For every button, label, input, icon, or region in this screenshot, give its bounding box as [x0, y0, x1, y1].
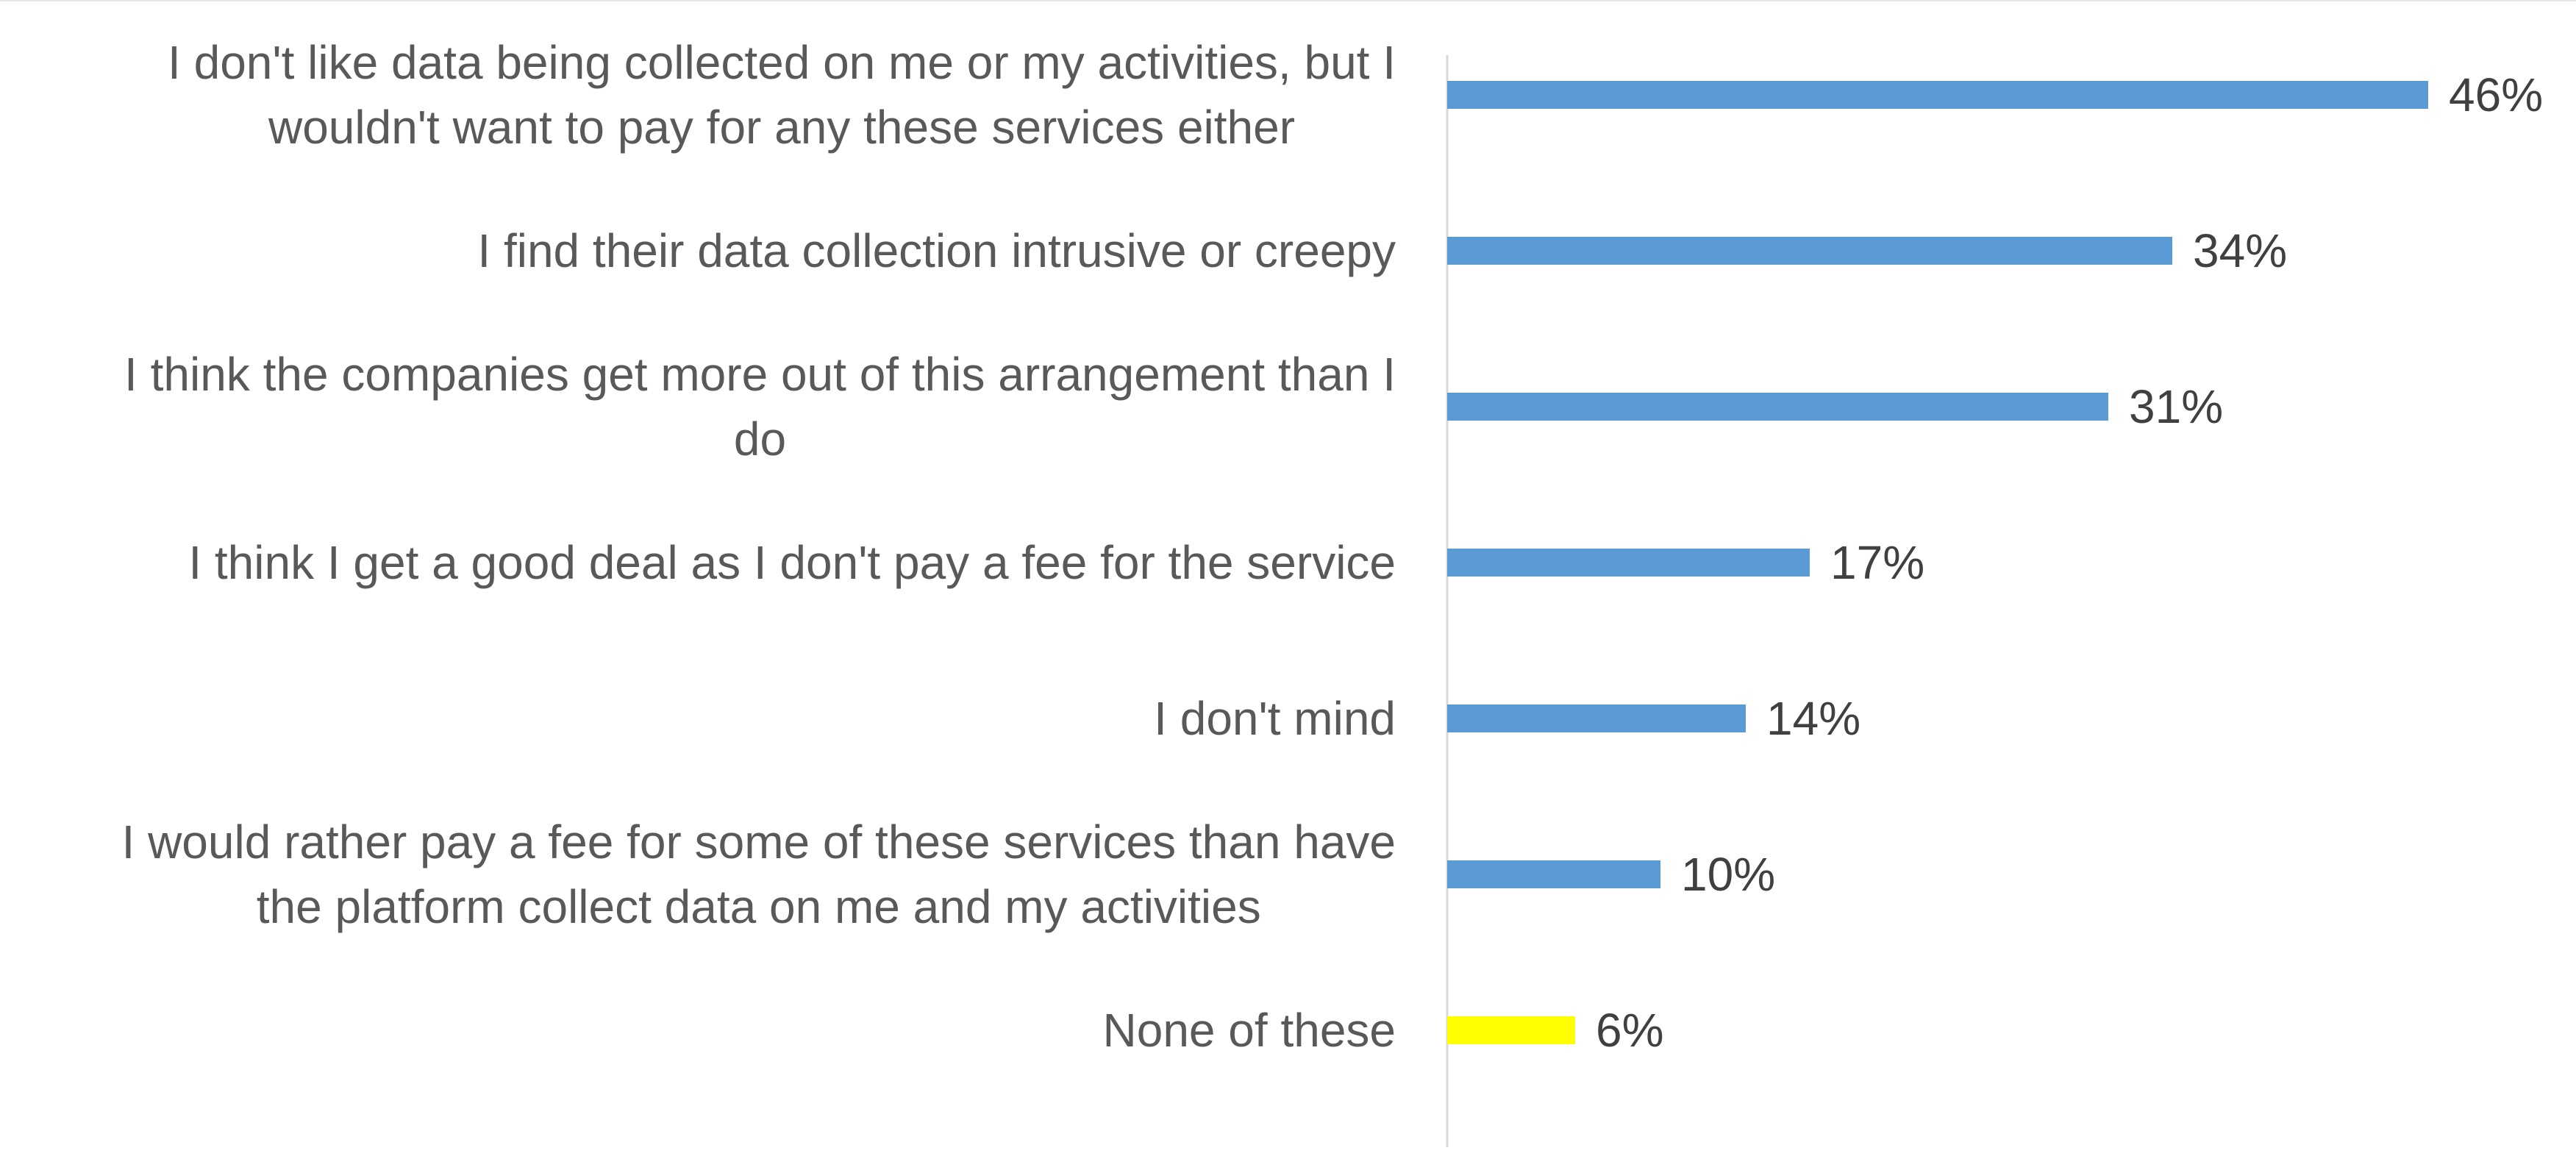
category-label-line: wouldn't want to pay for any these servi…: [268, 101, 1295, 154]
category-label-4: I think I get a good deal as I don't pay…: [188, 536, 1396, 589]
category-label-3: I think the companies get more out of th…: [124, 348, 1396, 465]
value-labels-group: 46% 34% 31% 17% 14% 10% 6%: [1596, 68, 2543, 1057]
bar-4: [1447, 549, 1810, 577]
category-label-line: do: [734, 413, 786, 465]
value-label-5: 14%: [1766, 692, 1860, 745]
bar-3: [1447, 393, 2108, 421]
bar-6: [1447, 860, 1660, 888]
value-label-3: 31%: [2129, 380, 2223, 433]
value-label-1: 46%: [2449, 68, 2543, 121]
category-label-6: I would rather pay a fee for some of the…: [122, 816, 1396, 933]
bars-group: [1447, 81, 2428, 1044]
bar-7: [1447, 1016, 1575, 1044]
category-label-line: I don't mind: [1154, 692, 1396, 745]
bar-5: [1447, 704, 1746, 732]
value-label-6: 10%: [1681, 848, 1775, 901]
bar-1: [1447, 81, 2428, 109]
category-label-line: I think the companies get more out of th…: [124, 348, 1396, 401]
category-label-line: None of these: [1103, 1004, 1396, 1057]
value-label-2: 34%: [2193, 224, 2287, 277]
value-label-4: 17%: [1830, 536, 1924, 589]
category-label-5: I don't mind: [1154, 692, 1396, 745]
category-label-line: I would rather pay a fee for some of the…: [122, 816, 1396, 868]
category-label-line: the platform collect data on me and my a…: [257, 880, 1261, 933]
category-label-line: I find their data collection intrusive o…: [477, 224, 1396, 277]
category-label-line: I think I get a good deal as I don't pay…: [188, 536, 1396, 589]
category-labels-group: I don't like data being collected on me …: [122, 36, 1396, 1057]
category-label-1: I don't like data being collected on me …: [168, 36, 1396, 154]
category-label-2: I find their data collection intrusive o…: [477, 224, 1396, 277]
value-label-7: 6%: [1596, 1004, 1664, 1057]
bar-2: [1447, 237, 2172, 265]
category-label-7: None of these: [1103, 1004, 1396, 1057]
category-label-line: I don't like data being collected on me …: [168, 36, 1396, 89]
